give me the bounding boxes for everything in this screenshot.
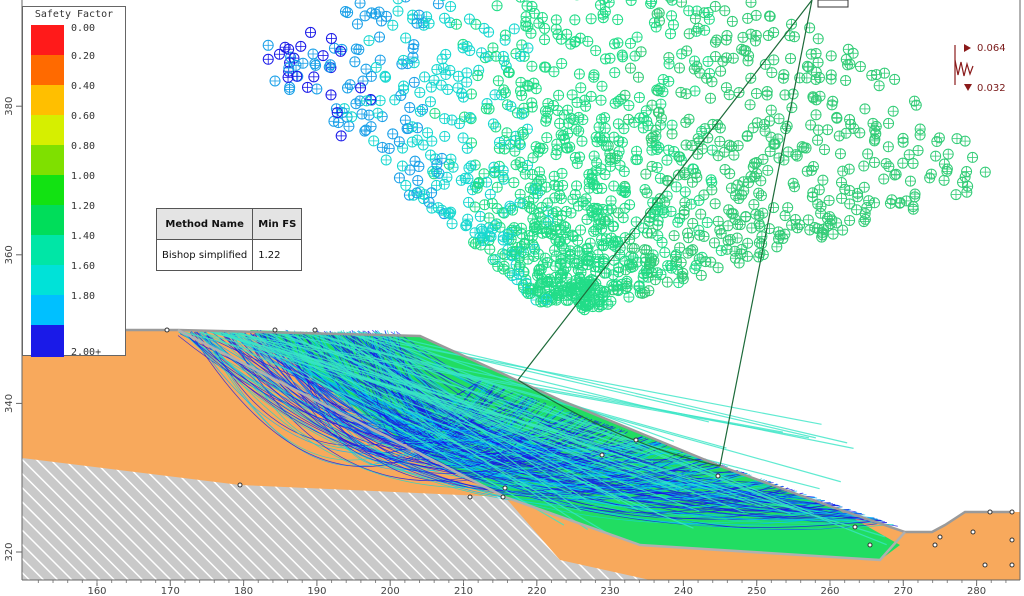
legend-title: Safety Factor xyxy=(34,9,114,20)
legend-label: 0.40 xyxy=(71,81,96,92)
critical-slip-circle xyxy=(517,379,721,467)
x-tick-label: 230 xyxy=(601,586,620,596)
x-tick-label: 190 xyxy=(307,586,326,596)
legend-label: 0.60 xyxy=(71,111,96,122)
x-tick-label: 250 xyxy=(747,586,766,596)
x-tick-label: 240 xyxy=(674,586,693,596)
legend-label: 1.80 xyxy=(71,291,96,302)
legend-swatch xyxy=(31,325,64,357)
lower-soil-layer xyxy=(22,458,650,580)
geometry-vertices xyxy=(164,327,1015,568)
critical-radius-lines xyxy=(517,0,813,467)
min-fs-header: Min FS xyxy=(252,208,303,240)
legend-label: 1.40 xyxy=(71,231,96,242)
x-tick-label: 260 xyxy=(820,586,839,596)
x-tick-label: 180 xyxy=(234,586,253,596)
y-tick-label: 320 xyxy=(4,542,15,561)
y-tick-label: 380 xyxy=(4,97,15,116)
legend-swatch xyxy=(31,265,64,297)
legend-swatch xyxy=(31,145,64,177)
legend-label: 1.20 xyxy=(71,201,96,212)
legend-label: 0.20 xyxy=(71,51,96,62)
legend-swatch xyxy=(31,55,64,87)
seismic-load-icon xyxy=(954,45,974,85)
y-tick-label: 340 xyxy=(4,394,15,413)
results-header-row: Method Name Min FS xyxy=(155,208,303,240)
legend-label: 2.00+ xyxy=(71,347,102,358)
x-tick-label: 200 xyxy=(381,586,400,596)
x-tick-label: 160 xyxy=(87,586,106,596)
axes: 160 170 180 190 200 210 220 230 240 250 260 270 280 3… xyxy=(4,0,1021,596)
legend-swatch xyxy=(31,25,64,57)
vertical-load-value: 0.032 xyxy=(977,83,1006,94)
y-tick-label: 360 xyxy=(4,245,15,264)
x-tick-label: 220 xyxy=(527,586,546,596)
legend-swatch xyxy=(31,295,64,327)
results-row: Bishop simplified 1.22 xyxy=(155,239,303,271)
load-arrow-right-icon xyxy=(964,44,971,52)
slip-center-grid xyxy=(262,0,991,316)
legend-label: 1.00 xyxy=(71,171,96,182)
horizontal-load-value: 0.064 xyxy=(977,43,1006,54)
method-name-header: Method Name xyxy=(155,208,254,240)
ground-surface-line xyxy=(22,328,1012,534)
legend-label: 0.00 xyxy=(71,23,96,34)
legend-label: 1.60 xyxy=(71,261,96,272)
x-tick-label: 280 xyxy=(967,586,986,596)
method-name-cell: Bishop simplified xyxy=(155,239,254,271)
min-fs-cell: 1.22 xyxy=(252,239,303,271)
legend-label: 0.80 xyxy=(71,141,96,152)
load-arrow-down-icon xyxy=(964,84,972,91)
legend-swatch xyxy=(31,175,64,207)
results-table: Method Name Min FS Bishop simplified 1.2… xyxy=(155,208,303,271)
layer-boundary-line xyxy=(177,328,906,562)
legend-swatch xyxy=(31,115,64,147)
slip-surface-arcs xyxy=(177,329,898,546)
legend-swatch xyxy=(31,205,64,237)
critical-center-marker xyxy=(817,0,849,8)
x-tick-label: 270 xyxy=(894,586,913,596)
x-tick-label: 170 xyxy=(161,586,180,596)
legend-swatch xyxy=(31,235,64,267)
legend-swatch xyxy=(31,85,64,117)
safety-factor-legend: Safety Factor 0.00 0.20 0.40 0.60 0.80 1.00 1.… xyxy=(22,6,126,358)
x-tick-label: 210 xyxy=(454,586,473,596)
